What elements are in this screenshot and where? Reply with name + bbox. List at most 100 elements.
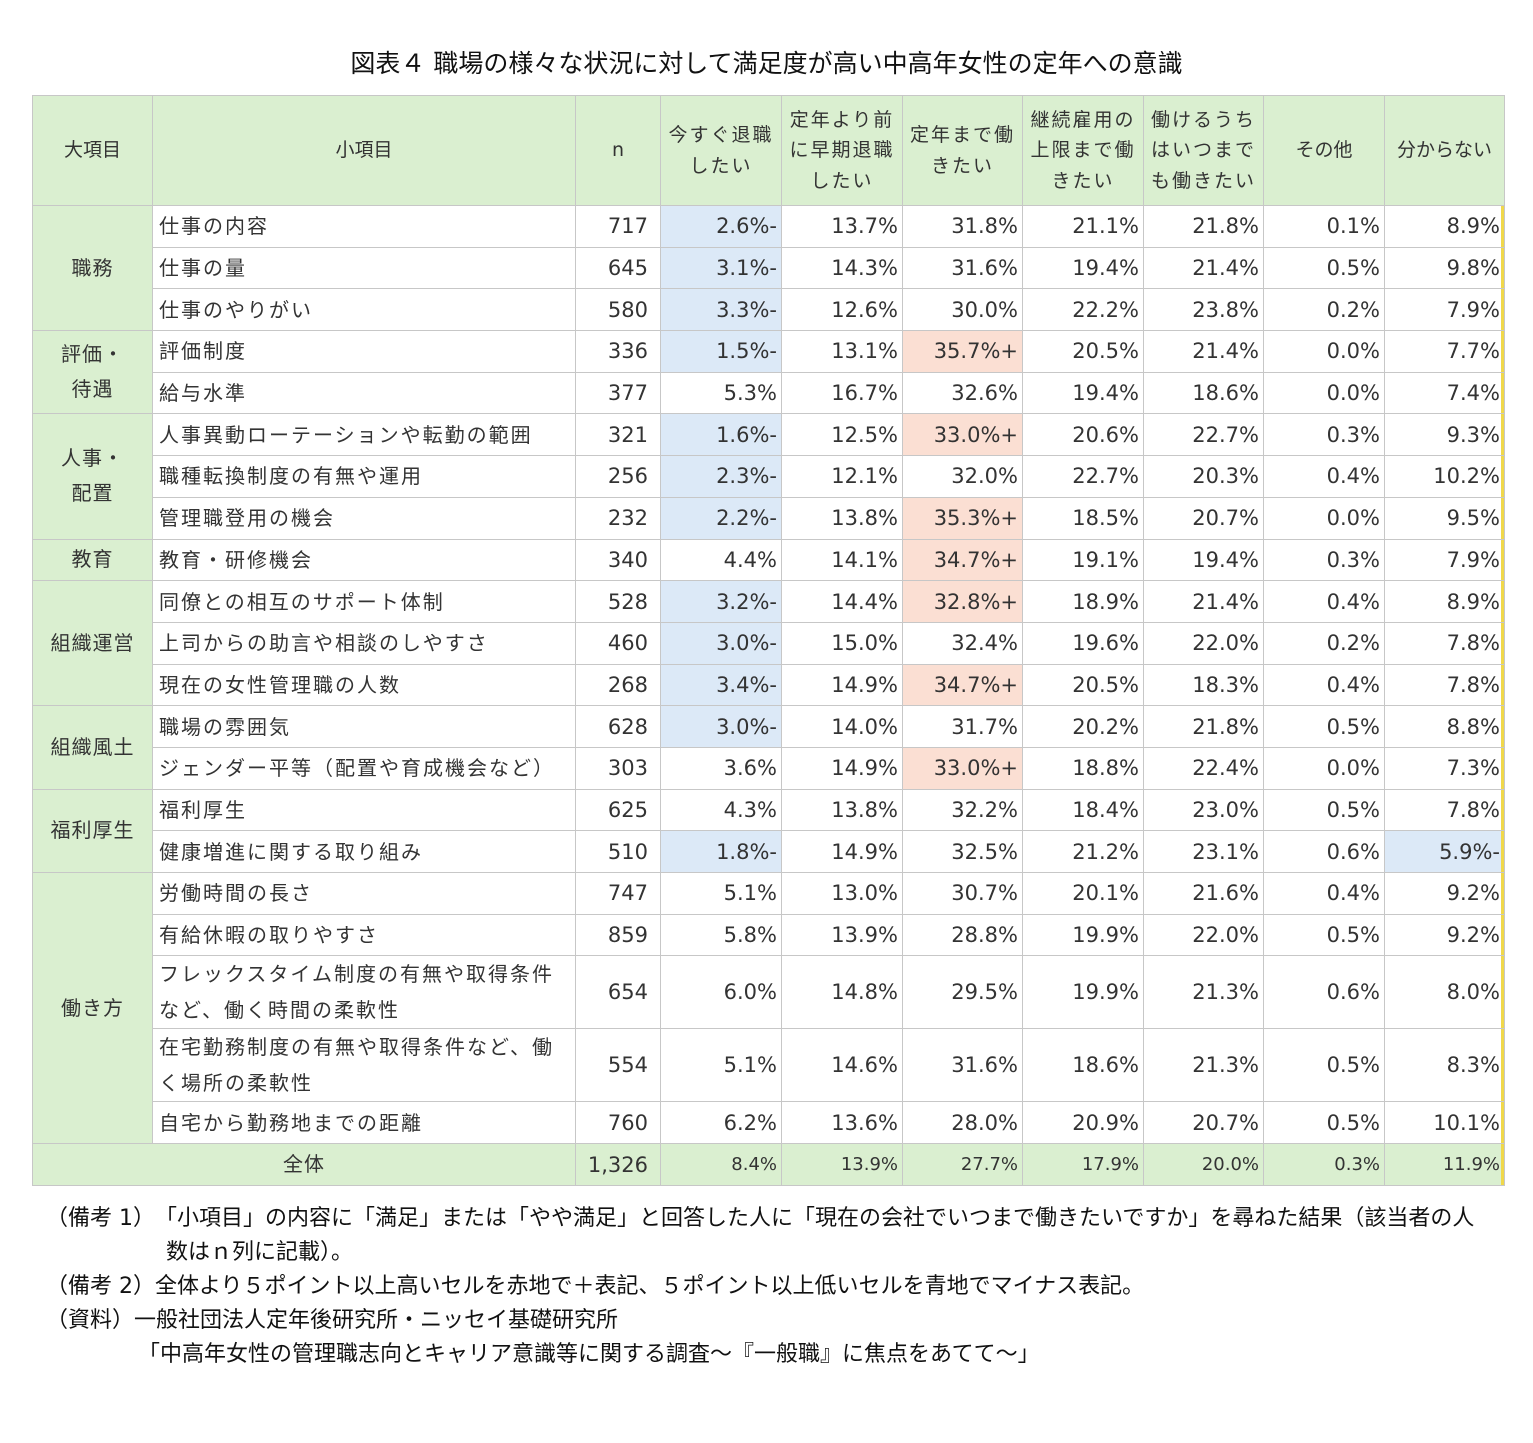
total-row: 全体 1,326 8.4% 13.9% 27.7% 17.9% 20.0% 0.3% 11.9% — [32, 1143, 1505, 1187]
item-cell: 同僚との相互のサポート体制 — [152, 580, 576, 623]
value-cell: 3.0%- — [660, 621, 782, 665]
value-cell: 13.1% — [781, 330, 903, 373]
note-2-text: 全体より５ポイント以上高いセルを赤地で＋表記、５ポイント以上低いセルを青地でマイ… — [155, 1274, 1145, 1300]
value-cell: 18.4% — [1022, 788, 1144, 832]
table-row: フレックスタイム制度の有無や取得条件など、働く時間の柔軟性 654 6.0% 14.8… — [33, 955, 1505, 1030]
value-cell: 31.6% — [902, 246, 1023, 290]
value-cell: 33.0%+ — [902, 746, 1023, 790]
column-header: 小項目 — [152, 95, 576, 206]
column-header: 働けるうち はいつまで も働きたい — [1143, 95, 1264, 206]
note-1-continuation: 数はｎ列に記載）。 — [166, 1240, 354, 1266]
value-cell: 5.1% — [660, 1028, 782, 1103]
value-cell: 20.7% — [1143, 1101, 1264, 1145]
value-cell: 22.0% — [1143, 621, 1264, 665]
value-cell: 0.5% — [1263, 913, 1385, 957]
value-cell: 21.2% — [1022, 830, 1144, 873]
value-cell: 0.0% — [1263, 330, 1385, 373]
value-cell: 32.8%+ — [902, 580, 1023, 623]
item-cell: 評価制度 — [152, 330, 576, 373]
value-cell: 9.2% — [1384, 872, 1505, 915]
value-cell: 34.7%+ — [902, 538, 1023, 582]
n-cell: 645 — [575, 246, 661, 290]
value-cell: 2.3%- — [660, 455, 782, 498]
value-cell: 8.8% — [1384, 705, 1505, 748]
value-cell: 13.8% — [781, 496, 903, 540]
total-value-cell: 20.0% — [1143, 1143, 1264, 1187]
value-cell: 19.9% — [1022, 955, 1144, 1030]
total-value-cell: 17.9% — [1022, 1143, 1144, 1187]
n-cell: 340 — [575, 538, 661, 582]
value-cell: 3.1%- — [660, 246, 782, 290]
value-cell: 10.2% — [1384, 455, 1505, 498]
value-cell: 20.7% — [1143, 496, 1264, 540]
source-line-2: 「中高年女性の管理職志向とキャリア意識等に関する調査～『一般職』に焦点をあてて～… — [138, 1342, 1040, 1368]
total-value-cell: 0.3% — [1263, 1143, 1385, 1187]
value-cell: 0.4% — [1263, 663, 1385, 707]
table-row: 有給休暇の取りやすさ 859 5.8% 13.9% 28.8% 19.9% 22.0% 0.5… — [33, 913, 1505, 957]
value-cell: 34.7%+ — [902, 663, 1023, 707]
value-cell: 32.0% — [902, 455, 1023, 498]
value-cell: 4.3% — [660, 788, 782, 832]
value-cell: 35.3%+ — [902, 496, 1023, 540]
value-cell: 5.3% — [660, 371, 782, 415]
value-cell: 7.7% — [1384, 330, 1505, 373]
n-cell: 377 — [575, 371, 661, 415]
value-cell: 18.6% — [1143, 371, 1264, 415]
value-cell: 9.2% — [1384, 913, 1505, 957]
item-cell: 労働時間の長さ — [152, 872, 576, 915]
n-cell: 628 — [575, 705, 661, 748]
value-cell: 12.1% — [781, 455, 903, 498]
table-row: 自宅から勤務地までの距離 760 6.2% 13.6% 28.0% 20.9% 20.7% 0… — [33, 1101, 1505, 1145]
item-cell: 上司からの助言や相談のしやすさ — [152, 621, 576, 665]
value-cell: 19.9% — [1022, 913, 1144, 957]
note-2-label: （備考 2） — [46, 1274, 155, 1300]
value-cell: 0.5% — [1263, 705, 1385, 748]
value-cell: 20.5% — [1022, 663, 1144, 707]
value-cell: 1.6%- — [660, 413, 782, 457]
value-cell: 5.9%- — [1384, 830, 1505, 873]
n-cell: 859 — [575, 913, 661, 957]
n-cell: 232 — [575, 496, 661, 540]
item-cell: 健康増進に関する取り組み — [152, 830, 576, 873]
value-cell: 19.4% — [1143, 538, 1264, 582]
value-cell: 30.7% — [902, 872, 1023, 915]
value-cell: 3.6% — [660, 746, 782, 790]
value-cell: 1.8%- — [660, 830, 782, 873]
item-cell: 現在の女性管理職の人数 — [152, 663, 576, 707]
category-cell: 評価・ 待遇 — [32, 330, 153, 415]
n-cell: 268 — [575, 663, 661, 707]
value-cell: 21.8% — [1143, 205, 1264, 248]
value-cell: 32.2% — [902, 788, 1023, 832]
value-cell: 29.5% — [902, 955, 1023, 1030]
table-row: 現在の女性管理職の人数 268 3.4%- 14.9% 34.7%+ 20.5% 18.3%… — [33, 663, 1505, 707]
value-cell: 0.5% — [1263, 246, 1385, 290]
value-cell: 6.0% — [660, 955, 782, 1030]
n-cell: 717 — [575, 205, 661, 248]
value-cell: 0.4% — [1263, 872, 1385, 915]
item-cell: 職種転換制度の有無や運用 — [152, 455, 576, 498]
total-value-cell: 8.4% — [660, 1143, 782, 1187]
item-cell: 在宅勤務制度の有無や取得条件など、働く場所の柔軟性 — [152, 1028, 576, 1103]
table-row: 上司からの助言や相談のしやすさ 460 3.0%- 15.0% 32.4% 19.6% 22… — [33, 621, 1505, 665]
item-cell: 職場の雰囲気 — [152, 705, 576, 748]
total-value-cell: 13.9% — [781, 1143, 903, 1187]
note-2: （備考 2） 全体より５ポイント以上高いセルを赤地で＋表記、５ポイント以上低いセ… — [46, 1270, 1516, 1304]
table-row: 給与水準 377 5.3% 16.7% 32.6% 19.4% 18.6% 0.0% 7.4% — [33, 371, 1505, 415]
value-cell: 18.6% — [1022, 1028, 1144, 1103]
value-cell: 13.9% — [781, 913, 903, 957]
value-cell: 20.6% — [1022, 413, 1144, 457]
table-row: 人事・ 配置 人事異動ローテーションや転勤の範囲 321 1.6%- 12.5% 33.0… — [32, 413, 1505, 540]
value-cell: 28.0% — [902, 1101, 1023, 1145]
value-cell: 0.0% — [1263, 746, 1385, 790]
value-cell: 6.2% — [660, 1101, 782, 1145]
value-cell: 21.8% — [1143, 705, 1264, 748]
n-cell: 554 — [575, 1028, 661, 1103]
value-cell: 7.8% — [1384, 788, 1505, 832]
chart-title: 図表４ 職場の様々な状況に対して満足度が高い中高年女性の定年への意識 — [350, 49, 1183, 78]
value-cell: 15.0% — [781, 621, 903, 665]
value-cell: 22.0% — [1143, 913, 1264, 957]
value-cell: 21.3% — [1143, 955, 1264, 1030]
value-cell: 3.4%- — [660, 663, 782, 707]
total-value-cell: 11.9% — [1384, 1143, 1505, 1187]
table-row: 教育 教育・研修機会 340 4.4% 14.1% 34.7%+ 19.1% 19.4% 0.3… — [32, 538, 1505, 582]
